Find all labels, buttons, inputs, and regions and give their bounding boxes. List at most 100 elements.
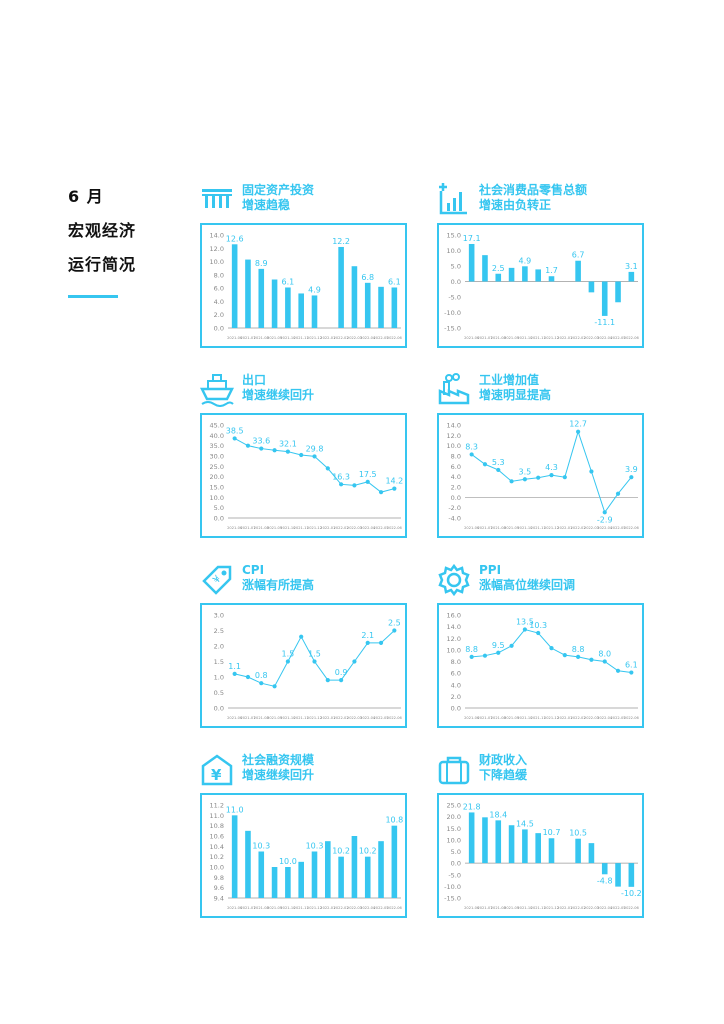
data-label: 3.5: [519, 467, 532, 476]
data-label: 10.3: [529, 621, 547, 630]
x-tick-label: 2021-12: [544, 716, 559, 720]
chart-frame: -4.0 -2.0 0.0 2.0 4.0 6.0 8.0 10.0 12.0 14.0 2021-…: [437, 413, 644, 538]
x-tick-label: 2021-09: [504, 526, 520, 530]
y-tick-label: 14.0: [447, 422, 461, 430]
bar: [285, 867, 291, 898]
panel-title-line1: 财政收入: [479, 753, 528, 767]
bar: [628, 271, 635, 282]
data-label: 9.5: [492, 641, 505, 650]
chart-svg: 0.02.04.06.08.010.012.014.02021-062021-0…: [210, 232, 403, 341]
x-tick-label: 2022-02: [571, 336, 586, 340]
y-tick-label: 25.0: [210, 463, 224, 471]
data-point: [549, 473, 554, 478]
data-label: 10.5: [569, 829, 587, 838]
y-tick-label: 4.0: [451, 681, 461, 689]
y-tick-label: -10.0: [444, 309, 461, 317]
yuan-house-icon: ¥: [201, 754, 233, 786]
x-tick-label: 2021-10: [280, 336, 296, 340]
y-tick-label: 25.0: [447, 802, 461, 810]
data-label: 1.5: [282, 650, 295, 659]
data-label: 10.3: [252, 842, 270, 851]
bar: [628, 863, 635, 887]
x-tick-label: 2021-06: [227, 906, 243, 910]
chart-frame: 0.0 2.0 4.0 6.0 8.0 10.0 12.0 14.0 16.0 2021-06 20…: [437, 603, 644, 728]
x-tick-label: 2022-06: [387, 716, 403, 720]
y-tick-label: -15.0: [444, 895, 461, 903]
bar: [601, 281, 608, 316]
x-tick-label: 2022-05: [611, 906, 626, 910]
x-tick-label: 2021-08: [491, 716, 507, 720]
panel-header: ¥ 社会融资规模 增速继续回升: [200, 753, 420, 793]
data-label: 11.0: [226, 805, 244, 814]
x-tick-label: 2021-11: [294, 336, 309, 340]
gear-icon: [438, 563, 470, 597]
y-tick-label: 2.0: [451, 693, 461, 701]
x-tick-label: 2021-11: [531, 526, 546, 530]
data-label: 10.2: [359, 847, 377, 856]
y-tick-label: -5.0: [448, 294, 461, 302]
y-tick-label: 15.0: [447, 232, 461, 240]
data-label: 2.5: [388, 619, 401, 628]
x-tick-label: 2022-04: [360, 906, 376, 910]
data-point: [482, 653, 488, 658]
x-tick-label: 2021-10: [517, 716, 533, 720]
chart-svg: 0.00.51.01.52.02.53.02021-062021-072021-…: [214, 612, 403, 721]
data-point: [482, 462, 488, 467]
panel-title: 固定资产投资 增速趋稳: [242, 183, 314, 213]
data-point: [629, 670, 634, 675]
y-tick-label: 0.0: [451, 860, 461, 868]
y-tick-label: 9.6: [214, 884, 224, 892]
data-point: [589, 657, 594, 662]
bar: [508, 267, 515, 282]
y-tick-label: 10.0: [210, 494, 224, 502]
data-point: [272, 448, 277, 453]
data-point: [245, 674, 251, 680]
bar: [615, 863, 621, 887]
y-tick-label: 35.0: [210, 442, 224, 450]
bar: [468, 243, 475, 282]
data-label: -4.8: [597, 876, 613, 885]
data-label: 8.3: [465, 442, 478, 451]
data-label: 17.1: [463, 234, 481, 243]
y-tick-label: 15.0: [210, 484, 224, 492]
x-tick-label: 2021-12: [544, 526, 559, 530]
chart-svg: 9.49.69.810.010.210.410.610.811.011.2202…: [210, 802, 404, 911]
data-label: 18.4: [489, 810, 507, 819]
x-tick-label: 2022-02: [334, 336, 349, 340]
data-point: [259, 681, 264, 686]
data-point: [285, 449, 290, 454]
data-label: 1.5: [308, 650, 321, 659]
data-label: 16.3: [332, 472, 350, 481]
x-tick-label: 2022-04: [597, 526, 613, 530]
bar: [548, 838, 555, 864]
y-tick-label: 8.0: [214, 271, 224, 279]
bar: [258, 851, 265, 898]
chart-frame: 9.4 9.6 9.8 10.0 10.2 10.4 10.6 10.8 11.0 11.2 202…: [200, 793, 407, 918]
data-label: 32.1: [279, 440, 297, 449]
data-point: [285, 659, 290, 664]
y-tick-label: 10.0: [447, 247, 461, 255]
x-tick-label: 2021-10: [517, 906, 533, 910]
x-tick-label: 2021-08: [254, 336, 270, 340]
x-tick-label: 2022-06: [387, 336, 403, 340]
bar: [535, 269, 541, 282]
data-label: 1.7: [545, 266, 558, 275]
x-tick-label: 2022-03: [584, 526, 599, 530]
x-tick-label: 2021-09: [267, 526, 283, 530]
sidebar-divider: [68, 295, 118, 298]
chart-svg: -4.0 -2.0 0.0 2.0 4.0 6.0 8.0 10.0 12.0 14.0 2021-…: [447, 420, 640, 530]
x-tick-label: 2022-01: [320, 336, 335, 340]
bar: [588, 843, 595, 864]
data-point: [352, 659, 357, 664]
x-tick-label: 2022-04: [360, 716, 376, 720]
y-tick-label: 9.4: [214, 895, 224, 903]
y-tick-label: 8.0: [451, 453, 461, 461]
data-point: [602, 659, 607, 664]
x-tick-label: 2022-03: [584, 716, 599, 720]
bar: [258, 268, 265, 328]
x-tick-label: 2022-02: [571, 526, 586, 530]
y-tick-label: -4.0: [448, 515, 461, 523]
y-tick-label: 10.6: [210, 833, 224, 841]
x-tick-label: 2022-05: [374, 716, 389, 720]
data-label: 10.3: [306, 842, 324, 851]
